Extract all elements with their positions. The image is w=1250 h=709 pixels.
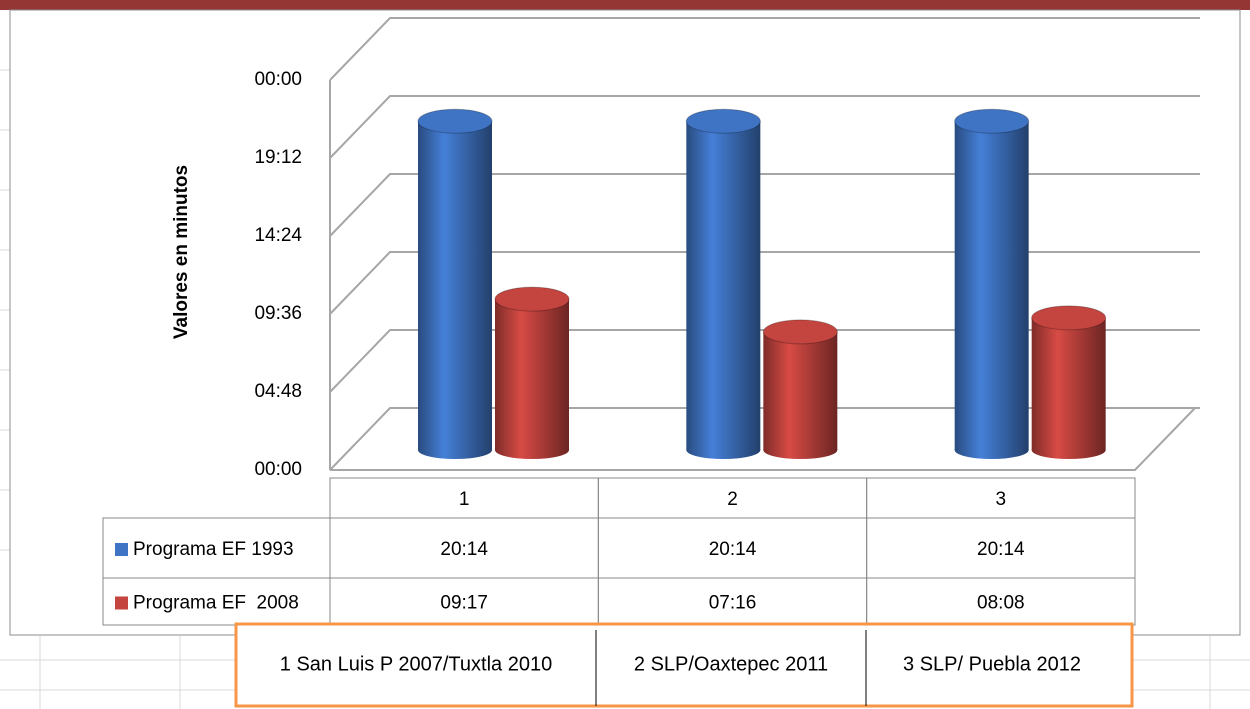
bar	[686, 121, 761, 450]
data-table: 1 2 3 Programa EF 1993 20:14 20:14 20:14 Progra…	[102, 477, 1136, 626]
y-tick-label: 14:24	[254, 225, 302, 246]
x-tick-label: 3	[996, 489, 1007, 510]
bar	[1031, 317, 1106, 450]
data-label: 09:17	[440, 593, 488, 614]
annotation: 3 SLP/ Puebla 2012	[903, 653, 1081, 675]
y-tick-label: 19:12	[254, 147, 302, 168]
bar-cap	[494, 286, 570, 312]
bar	[495, 299, 569, 450]
legend-swatch	[115, 543, 128, 556]
x-tick-label: 1	[459, 489, 470, 510]
annotation-box	[234, 622, 1134, 708]
gridlines: 00:00 04:48 09:36 14:24 19:12 00:00	[254, 17, 1200, 480]
y-tick-label: 04:48	[254, 381, 302, 402]
bar-cap	[417, 108, 493, 134]
bar-cap	[1031, 305, 1107, 331]
grid-line	[329, 95, 1200, 159]
grid-line	[329, 251, 1200, 315]
grid-line	[329, 407, 1200, 471]
y-tick-label: 09:36	[254, 303, 302, 324]
y-axis-title: Valores en minutos	[171, 165, 192, 339]
annotations: 1 San Luis P 2007/Tuxtla 2010 2 SLP/Oaxte…	[280, 653, 1081, 675]
y-tick-label: 00:00	[254, 69, 302, 90]
bars	[417, 108, 1107, 459]
bar	[418, 121, 492, 450]
legend-swatch	[115, 596, 128, 610]
bar-cap	[685, 108, 761, 134]
legend-label: Programa EF 1993	[133, 539, 294, 560]
data-label: 08:08	[977, 593, 1025, 614]
bar	[954, 121, 1029, 450]
grid-line	[329, 17, 1200, 81]
x-tick-label: 2	[727, 489, 738, 510]
bar-cap	[954, 108, 1030, 134]
legend-label: Programa EF 2008	[133, 593, 299, 614]
bar-cap	[762, 319, 838, 345]
data-label: 20:14	[709, 539, 757, 560]
data-label: 07:16	[709, 593, 757, 614]
header-bar	[0, 0, 1250, 10]
y-tick-label: 00:00	[254, 459, 302, 480]
bar	[763, 331, 838, 450]
floor-edge	[330, 407, 1196, 471]
annotation: 1 San Luis P 2007/Tuxtla 2010	[280, 653, 552, 675]
annotation: 2 SLP/Oaxtepec 2011	[634, 653, 828, 675]
data-label: 20:14	[977, 539, 1025, 560]
data-label: 20:14	[440, 539, 488, 560]
grid-line	[329, 329, 1200, 393]
grid-line	[329, 173, 1200, 237]
